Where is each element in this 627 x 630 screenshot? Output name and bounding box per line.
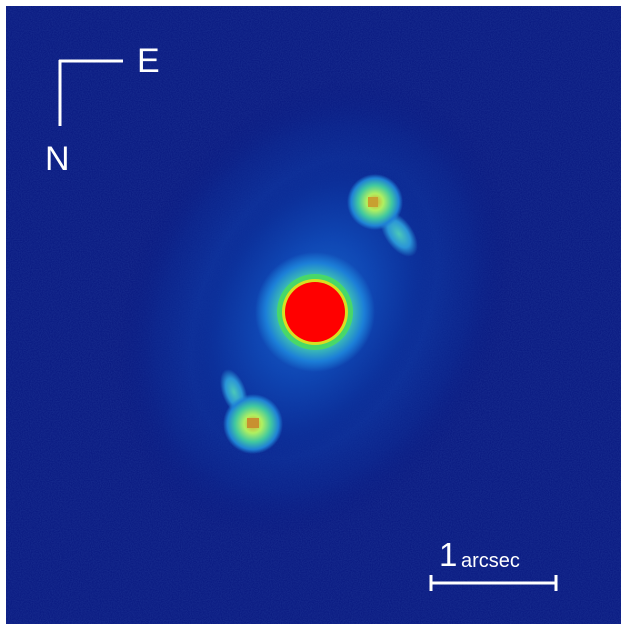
upper-knot-peak (368, 197, 378, 207)
core-peak (285, 282, 345, 342)
sky-image (6, 6, 621, 624)
lower-knot-peak (247, 418, 259, 428)
compass-north-label: N (45, 140, 70, 178)
compass (58, 59, 123, 126)
sky-image-svg (6, 6, 621, 624)
scale-bar-number: 1 (439, 536, 458, 573)
compass-east-label: E (137, 42, 160, 80)
scale-bar (429, 575, 558, 591)
scale-bar-unit: arcsec (461, 550, 520, 572)
